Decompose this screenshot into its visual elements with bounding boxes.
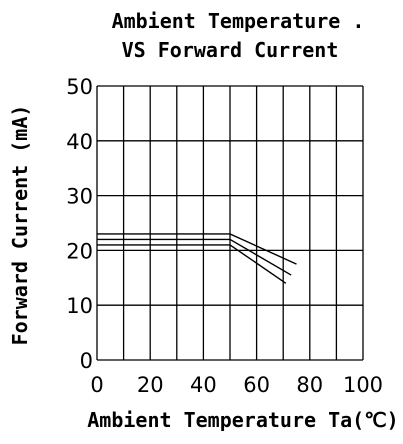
y-tick-label: 10	[66, 294, 93, 318]
x-tick-label: 60	[243, 373, 270, 397]
chart-subtitle: VS Forward Current	[122, 38, 339, 62]
y-tick-label: 20	[66, 239, 93, 263]
y-tick-label: 0	[80, 349, 93, 373]
series-line-1	[97, 233, 297, 265]
series-line-2	[97, 238, 292, 276]
x-tick-label: 80	[296, 373, 323, 397]
grid	[96, 85, 364, 361]
y-tick-labels: 0 10 20 30 40 50	[66, 75, 93, 373]
x-tick-label: 0	[90, 373, 103, 397]
x-tick-label: 20	[137, 373, 164, 397]
x-axis-label: Ambient Temperature Ta(℃)	[87, 408, 398, 432]
y-tick-label: 40	[66, 130, 93, 154]
series-line-3	[97, 244, 287, 284]
x-tick-label: 100	[343, 373, 383, 397]
chart-title: Ambient Temperature .	[112, 9, 365, 33]
y-axis-label: Forward Current (mA)	[8, 105, 32, 346]
x-tick-label: 40	[190, 373, 217, 397]
x-tick-labels: 0 20 40 60 80 100	[90, 373, 383, 397]
y-tick-label: 50	[66, 75, 93, 99]
y-tick-label: 30	[66, 185, 93, 209]
series-group	[97, 233, 297, 284]
